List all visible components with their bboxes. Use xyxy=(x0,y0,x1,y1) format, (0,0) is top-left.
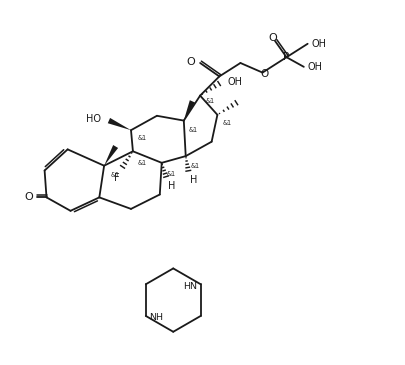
Text: F: F xyxy=(113,173,119,183)
Text: &1: &1 xyxy=(166,171,175,177)
Text: OH: OH xyxy=(227,77,242,87)
Text: &1: &1 xyxy=(138,160,147,166)
Text: O: O xyxy=(186,57,195,67)
Text: &1: &1 xyxy=(188,127,198,133)
Text: O: O xyxy=(25,192,34,202)
Text: OH: OH xyxy=(307,62,322,72)
Text: P: P xyxy=(283,52,289,62)
Text: NH: NH xyxy=(149,314,163,322)
Text: &1: &1 xyxy=(222,119,231,126)
Text: O: O xyxy=(260,69,268,78)
Text: HN: HN xyxy=(183,282,197,291)
Text: &1: &1 xyxy=(205,99,214,104)
Text: &1: &1 xyxy=(138,135,147,141)
Polygon shape xyxy=(104,145,118,166)
Polygon shape xyxy=(183,100,194,120)
Text: O: O xyxy=(268,33,277,43)
Polygon shape xyxy=(107,118,131,130)
Text: H: H xyxy=(167,181,175,191)
Text: &1: &1 xyxy=(111,172,120,178)
Text: HO: HO xyxy=(86,114,101,124)
Text: OH: OH xyxy=(311,39,326,49)
Text: &1: &1 xyxy=(190,163,199,169)
Text: H: H xyxy=(189,175,196,185)
